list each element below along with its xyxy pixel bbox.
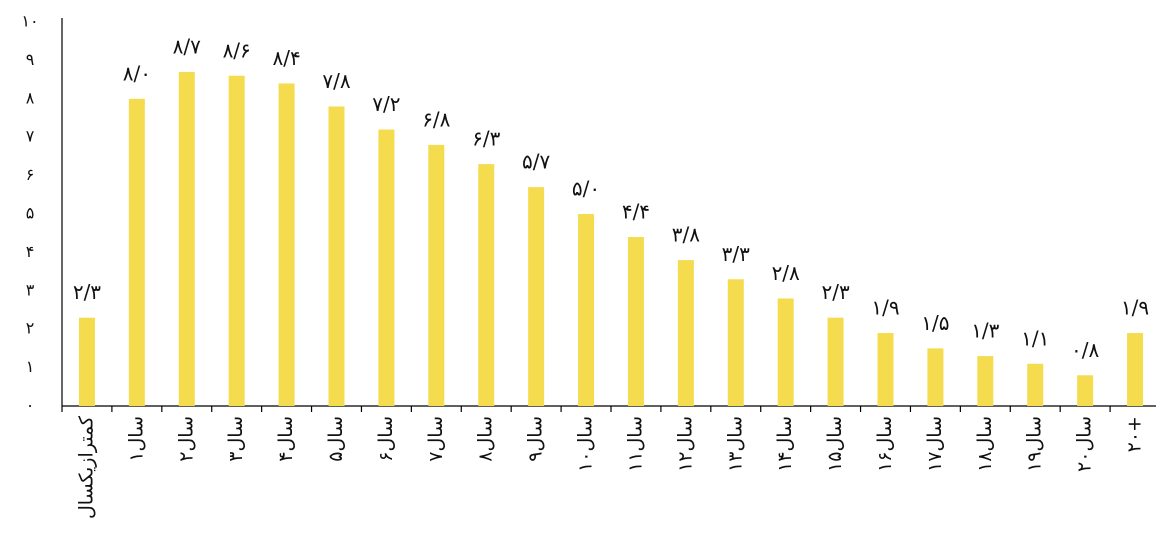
y-tick-label: ۴: [26, 242, 35, 261]
bar: [278, 83, 295, 406]
value-label: ۸/۰: [123, 61, 151, 85]
x-tick-label: ۱۸سال: [974, 416, 996, 472]
x-tick-label: ۱۱سال: [624, 416, 646, 472]
value-label: ۳/۸: [672, 223, 700, 247]
value-label: ۲/۸: [772, 261, 800, 285]
bar: [178, 71, 195, 407]
x-tick-label: ۸سال: [475, 416, 497, 462]
value-label: ۱/۹: [871, 296, 899, 320]
x-tick-label: ۱۹سال: [1024, 416, 1046, 472]
bar: [378, 129, 395, 406]
x-tick-label: ۲۰سال: [1074, 416, 1096, 472]
value-label: ۷/۲: [372, 92, 400, 116]
bar: [777, 298, 794, 406]
bar: [128, 98, 145, 407]
bar: [428, 144, 445, 406]
bar: [228, 75, 245, 406]
value-label: ۱/۳: [971, 319, 999, 343]
y-tick-label: ۳: [26, 280, 35, 299]
x-tick-label: ۹سال: [525, 416, 547, 462]
value-label: ۶/۸: [422, 107, 450, 131]
y-tick-label: ۷: [26, 127, 35, 146]
bar: [528, 187, 545, 406]
bar: [827, 317, 844, 406]
x-tick-label: ۴سال: [275, 416, 297, 462]
bar: [78, 317, 95, 406]
y-tick-label: ۱۰: [21, 12, 38, 31]
x-tick-label: ۱۰سال: [575, 416, 597, 472]
value-label: ۱/۱: [1021, 326, 1049, 350]
x-tick-label: کمترازیکسال: [75, 415, 97, 519]
bar: [478, 164, 495, 406]
value-label: ۱/۵: [921, 311, 949, 335]
x-tick-label: ۱۶سال: [874, 416, 896, 472]
x-tick-label: ۶سال: [375, 416, 397, 462]
x-tick-label: ۱۷سال: [924, 416, 946, 472]
y-tick-label: ۵: [26, 204, 35, 223]
bar: [578, 214, 595, 406]
x-tick-label: ۵سال: [325, 416, 347, 462]
value-label: ۵/۰: [572, 177, 600, 201]
bar: [877, 333, 894, 406]
bar: [677, 260, 694, 406]
value-label: ۴/۴: [622, 200, 650, 224]
y-tick-label: ۰: [26, 396, 35, 415]
x-tick-label: ۱۳سال: [724, 416, 746, 472]
value-label: ۶/۳: [472, 127, 500, 151]
bar: [627, 237, 644, 406]
x-tick-label: ۱۵سال: [824, 416, 846, 472]
bar: [1127, 333, 1144, 406]
y-tick-label: ۶: [26, 165, 35, 184]
value-label: ۳/۳: [722, 242, 750, 266]
value-label: ۸/۴: [272, 46, 300, 70]
x-tick-label: ۲سال: [175, 416, 197, 462]
x-tick-label: ۱۲سال: [674, 416, 696, 472]
y-tick-label: ۹: [26, 50, 35, 69]
bar: [328, 106, 345, 406]
bar: [727, 279, 744, 406]
bar: [1077, 375, 1094, 406]
value-label: ۱/۹: [1121, 296, 1149, 320]
x-tick-label: ۷سال: [425, 416, 447, 462]
y-tick-label: ۲: [26, 319, 35, 338]
y-tick-label: ۱: [26, 357, 35, 376]
x-tick-label: ۱سال: [125, 416, 147, 462]
bar: [927, 348, 944, 406]
value-label: ۷/۸: [322, 69, 350, 93]
x-tick-label: ۲۰+: [1124, 416, 1146, 452]
value-label: ۸/۷: [173, 34, 201, 58]
value-label: ۸/۶: [223, 38, 251, 62]
value-label: ۲/۳: [821, 280, 849, 304]
bar: [977, 356, 994, 406]
y-tick-label: ۸: [26, 88, 35, 107]
x-tick-label: ۱۴سال: [774, 416, 796, 472]
x-tick-label: ۳سال: [225, 416, 247, 462]
value-label: ۲/۳: [73, 280, 101, 304]
value-label: ۵/۷: [522, 150, 550, 174]
value-label: ۰/۸: [1071, 338, 1099, 362]
bar: [1027, 363, 1044, 406]
